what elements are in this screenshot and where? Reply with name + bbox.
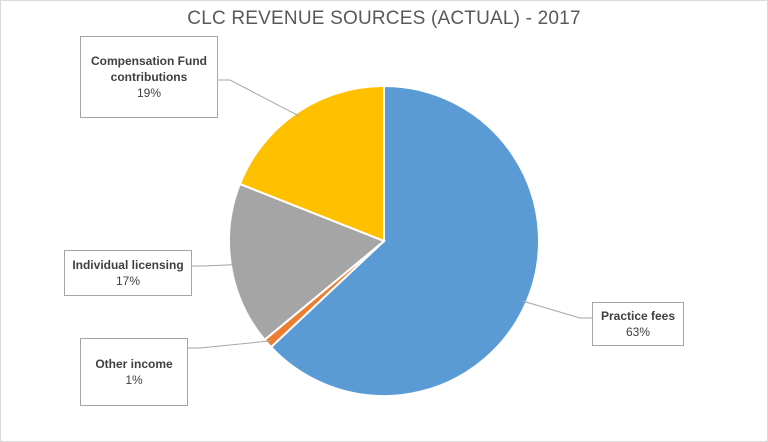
data-label-value: 19% bbox=[136, 86, 162, 100]
leader-lines bbox=[188, 79, 592, 349]
leader-line-practice-fees bbox=[522, 300, 592, 319]
chart-title: CLC REVENUE SOURCES (ACTUAL) - 2017 bbox=[187, 8, 581, 29]
leader-line-compensation-fund bbox=[218, 79, 300, 117]
leader-line-individual-licensing bbox=[192, 264, 235, 267]
data-label-practice-fees: Practice fees 63% bbox=[592, 302, 684, 346]
data-label-value: 63% bbox=[625, 325, 651, 339]
leader-line-other-income bbox=[188, 340, 271, 349]
data-label-name: Compensation Fund contributions bbox=[91, 54, 207, 84]
data-label-value: 1% bbox=[125, 373, 143, 387]
data-label-individual-licensing: Individual licensing 17% bbox=[64, 250, 192, 296]
data-label-other-income: Other income 1% bbox=[80, 338, 188, 406]
data-label-name: Other income bbox=[95, 357, 173, 371]
data-label-compensation-fund: Compensation Fund contributions 19% bbox=[80, 36, 218, 118]
pie-slices bbox=[228, 84, 540, 397]
data-label-name: Practice fees bbox=[600, 309, 676, 323]
data-label-value: 17% bbox=[115, 274, 141, 288]
data-label-name: Individual licensing bbox=[72, 258, 184, 272]
pie-slice-compensation-fund bbox=[238, 84, 385, 243]
